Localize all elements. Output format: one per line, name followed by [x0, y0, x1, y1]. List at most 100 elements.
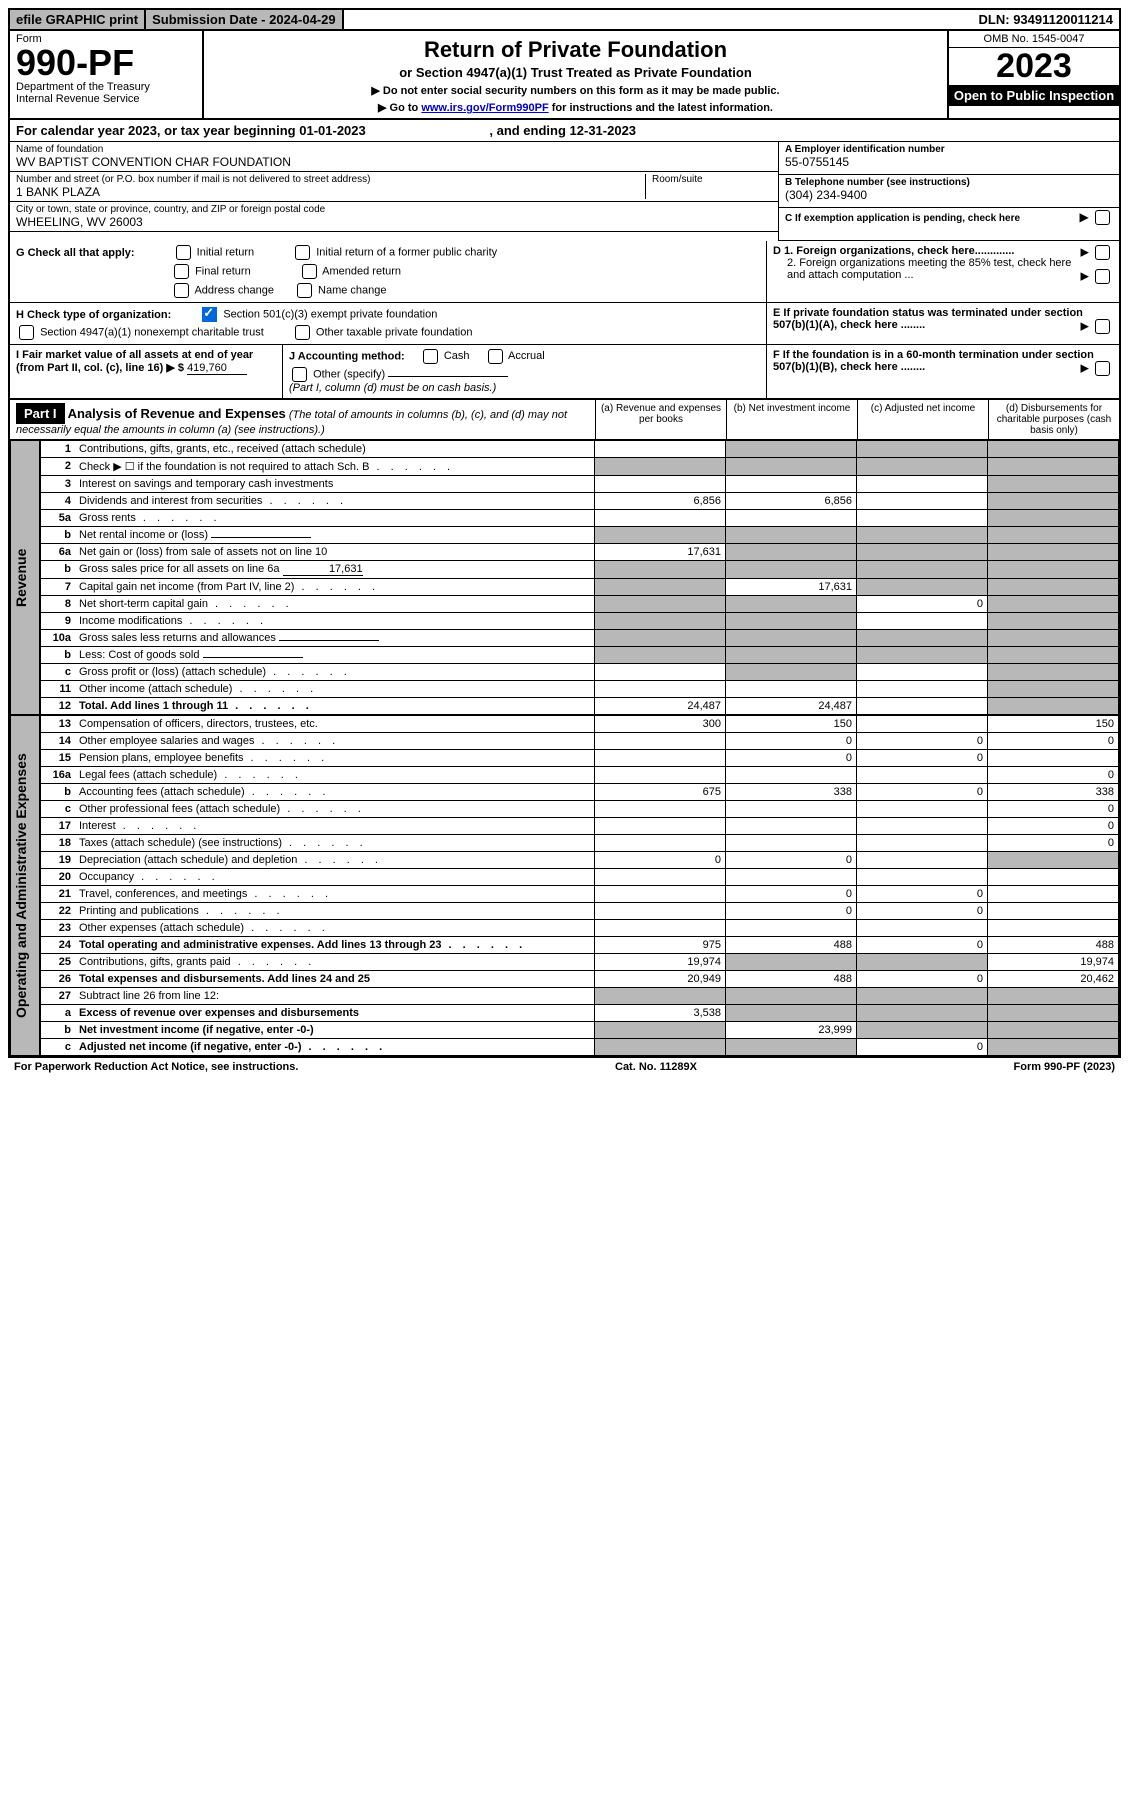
form-header: Form 990-PF Department of the Treasury I…	[8, 31, 1121, 120]
irs-link[interactable]: www.irs.gov/Form990PF	[421, 102, 548, 114]
table-row: cGross profit or (loss) (attach schedule…	[41, 664, 1119, 681]
irs: Internal Revenue Service	[16, 93, 196, 105]
table-row: 4Dividends and interest from securities …	[41, 493, 1119, 510]
h2-checkbox[interactable]	[19, 325, 34, 340]
table-row: 24Total operating and administrative exp…	[41, 937, 1119, 954]
address: 1 BANK PLAZA	[16, 185, 645, 199]
checks-row-ij: I Fair market value of all assets at end…	[10, 345, 1119, 398]
e-checkbox[interactable]	[1095, 319, 1110, 334]
checks-row-g: G Check all that apply: Initial return I…	[10, 241, 1119, 303]
table-row: bNet investment income (if negative, ent…	[41, 1022, 1119, 1039]
footer-mid: Cat. No. 11289X	[615, 1061, 697, 1073]
table-row: 19Depreciation (attach schedule) and dep…	[41, 852, 1119, 869]
table-row: 27Subtract line 26 from line 12:	[41, 988, 1119, 1005]
tax-year: 2023	[949, 48, 1119, 85]
submission-date: Submission Date - 2024-04-29	[146, 10, 344, 29]
part-1: Part I Analysis of Revenue and Expenses …	[8, 400, 1121, 1058]
open-public: Open to Public Inspection	[949, 85, 1119, 106]
table-row: 5aGross rents . . . . . .	[41, 510, 1119, 527]
table-row: 17Interest . . . . . .0	[41, 818, 1119, 835]
table-row: 16aLegal fees (attach schedule) . . . . …	[41, 767, 1119, 784]
ein-label: A Employer identification number	[785, 144, 1113, 155]
table-row: 11Other income (attach schedule) . . . .…	[41, 681, 1119, 698]
col-a-header: (a) Revenue and expenses per books	[595, 400, 726, 439]
table-row: 8Net short-term capital gain . . . . . .…	[41, 596, 1119, 613]
e-label: E If private foundation status was termi…	[773, 307, 1083, 331]
omb-number: OMB No. 1545-0047	[949, 31, 1119, 48]
header-center: Return of Private Foundation or Section …	[204, 31, 947, 118]
table-row: 10aGross sales less returns and allowanc…	[41, 630, 1119, 647]
amended-checkbox[interactable]	[302, 264, 317, 279]
header-right: OMB No. 1545-0047 2023 Open to Public In…	[947, 31, 1119, 118]
j-other-checkbox[interactable]	[292, 367, 307, 382]
revenue-table: 1Contributions, gifts, grants, etc., rec…	[40, 440, 1119, 715]
h-label: H Check type of organization:	[16, 309, 171, 321]
d1-checkbox[interactable]	[1095, 245, 1110, 260]
form-title: Return of Private Foundation	[212, 37, 939, 63]
table-row: bLess: Cost of goods sold	[41, 647, 1119, 664]
name-change-checkbox[interactable]	[297, 283, 312, 298]
table-row: 12Total. Add lines 1 through 11 . . . . …	[41, 698, 1119, 715]
f-checkbox[interactable]	[1095, 361, 1110, 376]
city-label: City or town, state or province, country…	[16, 204, 772, 215]
d1-label: D 1. Foreign organizations, check here..…	[773, 245, 1014, 257]
table-row: 18Taxes (attach schedule) (see instructi…	[41, 835, 1119, 852]
table-row: 9Income modifications . . . . . .	[41, 613, 1119, 630]
header-left: Form 990-PF Department of the Treasury I…	[10, 31, 204, 118]
expenses-side-label: Operating and Administrative Expenses	[10, 715, 40, 1056]
table-row: bNet rental income or (loss)	[41, 527, 1119, 544]
instr-2: ▶ Go to www.irs.gov/Form990PF for instru…	[212, 101, 939, 114]
table-row: bGross sales price for all assets on lin…	[41, 561, 1119, 579]
efile-label[interactable]: efile GRAPHIC print	[10, 10, 146, 29]
addr-label: Number and street (or P.O. box number if…	[16, 174, 645, 185]
g-label: G Check all that apply:	[16, 247, 135, 259]
table-row: 26Total expenses and disbursements. Add …	[41, 971, 1119, 988]
j-cash-checkbox[interactable]	[423, 349, 438, 364]
form-number: 990-PF	[16, 45, 196, 81]
table-row: 20Occupancy . . . . . .	[41, 869, 1119, 886]
table-row: cOther professional fees (attach schedul…	[41, 801, 1119, 818]
dept: Department of the Treasury	[16, 81, 196, 93]
c-checkbox[interactable]	[1095, 210, 1110, 225]
table-row: 25Contributions, gifts, grants paid . . …	[41, 954, 1119, 971]
initial-return-checkbox[interactable]	[176, 245, 191, 260]
room-label: Room/suite	[652, 174, 772, 185]
expense-table: 13Compensation of officers, directors, t…	[40, 715, 1119, 1056]
table-row: 23Other expenses (attach schedule) . . .…	[41, 920, 1119, 937]
table-row: 22Printing and publications . . . . . .0…	[41, 903, 1119, 920]
table-row: cAdjusted net income (if negative, enter…	[41, 1039, 1119, 1056]
footer-left: For Paperwork Reduction Act Notice, see …	[14, 1061, 298, 1073]
table-row: aExcess of revenue over expenses and dis…	[41, 1005, 1119, 1022]
form-subtitle: or Section 4947(a)(1) Trust Treated as P…	[212, 65, 939, 80]
page-footer: For Paperwork Reduction Act Notice, see …	[8, 1058, 1121, 1076]
j-note: (Part I, column (d) must be on cash basi…	[289, 382, 760, 394]
part-1-title: Analysis of Revenue and Expenses	[68, 406, 286, 421]
phone: (304) 234-9400	[785, 188, 1113, 202]
revenue-side-label: Revenue	[10, 440, 40, 715]
foundation-info: Name of foundation WV BAPTIST CONVENTION…	[10, 142, 1119, 241]
table-row: 13Compensation of officers, directors, t…	[41, 716, 1119, 733]
i-value: 419,760	[187, 362, 247, 375]
dln: DLN: 93491120011214	[973, 10, 1119, 29]
col-b-header: (b) Net investment income	[726, 400, 857, 439]
footer-right: Form 990-PF (2023)	[1014, 1061, 1115, 1073]
j-label: J Accounting method:	[289, 350, 405, 362]
table-row: 6aNet gain or (loss) from sale of assets…	[41, 544, 1119, 561]
h3-checkbox[interactable]	[295, 325, 310, 340]
j-accrual-checkbox[interactable]	[488, 349, 503, 364]
c-label: C If exemption application is pending, c…	[785, 213, 1020, 224]
instr-1: ▶ Do not enter social security numbers o…	[212, 84, 939, 97]
address-change-checkbox[interactable]	[174, 283, 189, 298]
checks-row-h: H Check type of organization: Section 50…	[10, 303, 1119, 345]
calendar-year-row: For calendar year 2023, or tax year begi…	[8, 120, 1121, 400]
initial-former-checkbox[interactable]	[295, 245, 310, 260]
table-row: 3Interest on savings and temporary cash …	[41, 476, 1119, 493]
part-1-label: Part I	[16, 403, 65, 424]
final-return-checkbox[interactable]	[174, 264, 189, 279]
h1-checkbox[interactable]	[202, 307, 217, 322]
table-row: 14Other employee salaries and wages . . …	[41, 733, 1119, 750]
table-row: 21Travel, conferences, and meetings . . …	[41, 886, 1119, 903]
city: WHEELING, WV 26003	[16, 215, 772, 229]
d2-checkbox[interactable]	[1095, 269, 1110, 284]
ein: 55-0755145	[785, 155, 1113, 169]
